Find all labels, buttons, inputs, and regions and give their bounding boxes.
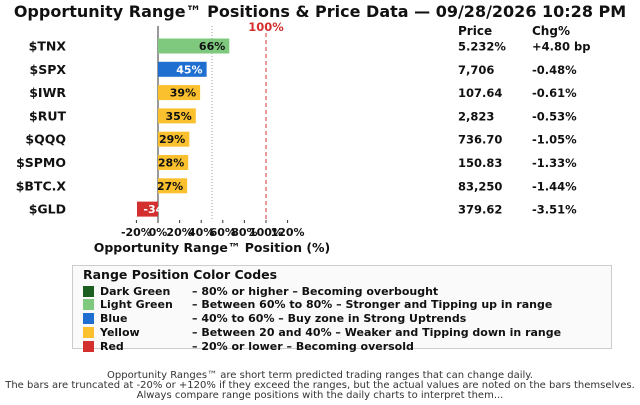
ticker-label: $IWR [29, 85, 66, 100]
ticker-label: $RUT [29, 108, 66, 123]
bar [158, 178, 188, 194]
bar-value-label: 45% [176, 63, 202, 76]
change-value: -1.44% [532, 179, 577, 193]
change-value: -3.51% [532, 203, 577, 217]
legend-item-name: Red [100, 339, 124, 353]
chart-title: Opportunity Range™ Positions & Price Dat… [13, 2, 627, 21]
legend-item-name: Light Green [100, 298, 173, 312]
price-value: 150.83 [458, 156, 502, 170]
x-tick-label: 40% [188, 226, 214, 239]
x-tick-label: 100% [249, 226, 283, 239]
legend-item: Red – 20% or lower – Becoming oversold [83, 339, 414, 353]
legend-item: Blue – 40% to 60% – Buy zone in Strong Up… [83, 312, 466, 326]
legend-swatch [83, 326, 94, 338]
change-value: -0.53% [532, 109, 577, 123]
legend-title: Range Position Color Codes [83, 267, 278, 282]
legend-item-description: – 80% or higher – Becoming overbought [192, 284, 439, 298]
ticker-label: $SPMO [16, 155, 66, 170]
x-tick-label: 0% [149, 226, 168, 239]
price-value: 2,823 [458, 109, 494, 123]
ticker-label: $BTC.X [16, 178, 67, 193]
price-value: 107.64 [458, 86, 502, 100]
price-value: 379.62 [458, 203, 502, 217]
bar-value-label: 27% [157, 180, 183, 193]
price-value: 5.232% [458, 40, 506, 54]
bar [158, 131, 190, 147]
change-value: -0.48% [532, 63, 577, 77]
x-axis-title: Opportunity Range™ Position (%) [94, 240, 331, 255]
change-value: +4.80 bp [532, 40, 590, 54]
legend-item-name: Yellow [100, 325, 140, 339]
legend-swatch [83, 285, 94, 297]
price-column-header: Price [458, 24, 492, 38]
bar-value-label: 28% [158, 157, 184, 170]
price-value: 7,706 [458, 63, 494, 77]
bar-value-label: 35% [165, 110, 191, 123]
legend-item-description: – 40% to 60% – Buy zone in Strong Uptren… [192, 312, 467, 326]
change-value: -1.05% [532, 133, 577, 147]
reference-line-label: 100% [248, 20, 284, 34]
legend-item-description: – Between 60% to 80% – Stronger and Tipp… [192, 298, 553, 312]
footer-note-1: Opportunity Ranges™ are short term predi… [107, 370, 533, 381]
legend-item-name: Dark Green [100, 284, 171, 298]
legend-swatch [83, 340, 94, 352]
legend-item-description: – Between 20 and 40% – Weaker and Tippin… [192, 325, 562, 339]
bar-value-label: 66% [199, 40, 225, 53]
bar-value-label: 29% [159, 133, 185, 146]
range-bar-chart: 100%-20%0% 20%40%60%80%100%120%Opportunit… [16, 20, 591, 255]
price-value: 736.70 [458, 133, 502, 147]
ticker-label: $SPX [30, 62, 67, 77]
bar [158, 85, 201, 101]
x-tick-label: 120% [271, 226, 305, 239]
bar [158, 155, 189, 170]
bar-value-label: -34% [143, 203, 174, 216]
ticker-label: $TNX [29, 39, 67, 54]
legend-swatch [83, 313, 94, 325]
legend-item: Yellow – Between 20 and 40% – Weaker and … [83, 325, 561, 339]
ticker-label: $GLD [29, 202, 66, 217]
x-tick-label: 80% [231, 226, 257, 239]
color-code-legend: Range Position Color Codes Dark Green – 8… [72, 265, 612, 353]
legend-item: Dark Green – 80% or higher – Becoming ove… [83, 284, 438, 298]
bar [136, 201, 158, 217]
bar-value-label: 39% [170, 87, 196, 100]
footer-note-3: Always compare range positions with the … [136, 390, 504, 401]
bar [158, 108, 196, 124]
legend-swatch [83, 299, 94, 311]
ticker-label: $QQQ [25, 132, 66, 147]
x-tick-label: 60% [210, 226, 236, 239]
x-tick-label: -20% [121, 226, 152, 239]
legend-item-name: Blue [100, 312, 128, 326]
legend-item-description: – 20% or lower – Becoming oversold [192, 339, 414, 353]
price-value: 83,250 [458, 179, 502, 193]
bar [158, 61, 207, 77]
bar [158, 38, 230, 54]
x-tick-label: 20% [166, 226, 192, 239]
change-column-header: Chg% [532, 24, 570, 38]
legend-item: Light Green – Between 60% to 80% – Strong… [83, 298, 552, 312]
change-value: -0.61% [532, 86, 577, 100]
change-value: -1.33% [532, 156, 577, 170]
footer-note-2: The bars are truncated at -20% or +120% … [5, 380, 635, 391]
